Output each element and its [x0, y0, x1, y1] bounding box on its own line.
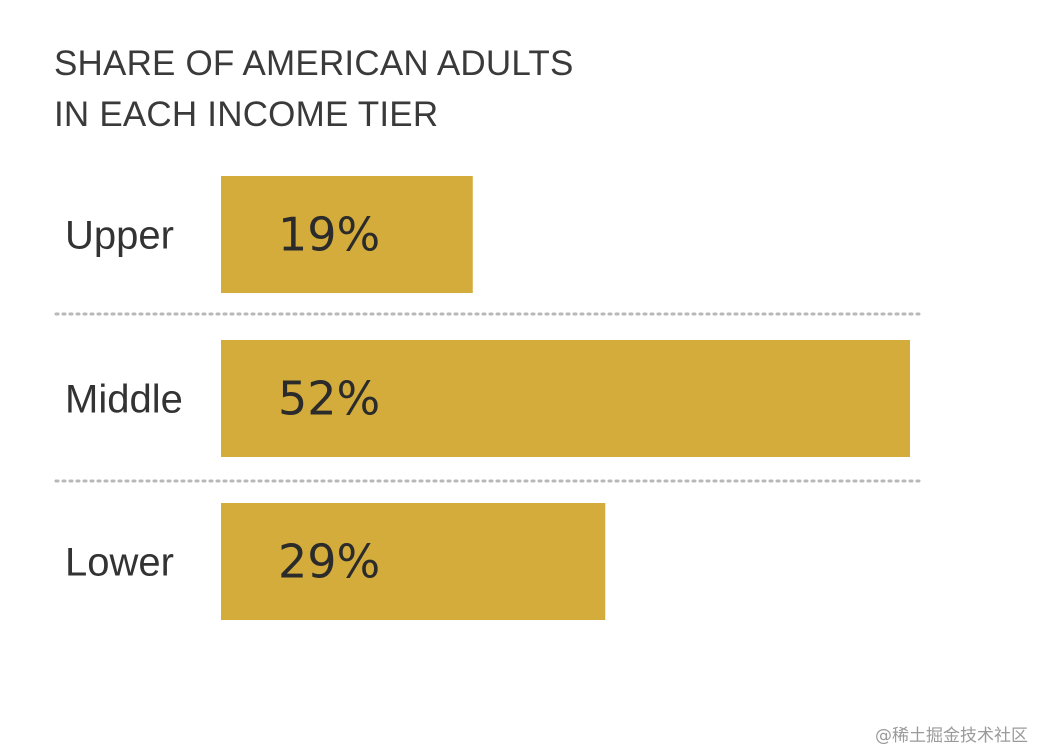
watermark-text: @稀土掘金技术社区 [875, 726, 1028, 746]
bar-middle [221, 340, 910, 457]
bar-lower [221, 503, 606, 620]
bars [221, 176, 910, 620]
chart-title: SHARE OF AMERICAN ADULTS IN EACH INCOME … [54, 38, 574, 140]
value-label-upper: 19% [278, 208, 380, 262]
value-label-middle: 52% [278, 372, 380, 426]
category-labels: Upper Middle Lower [65, 214, 183, 585]
chart-title-line-1: SHARE OF AMERICAN ADULTS [54, 44, 574, 83]
category-label-lower: Lower [65, 541, 174, 585]
value-label-lower: 29% [278, 535, 380, 589]
chart-title-line-2: IN EACH INCOME TIER [54, 95, 439, 134]
bar-upper [221, 176, 473, 293]
row-separators [54, 312, 922, 483]
category-label-upper: Upper [65, 214, 174, 258]
category-label-middle: Middle [65, 378, 183, 422]
value-labels: 19% 52% 29% [278, 208, 380, 589]
